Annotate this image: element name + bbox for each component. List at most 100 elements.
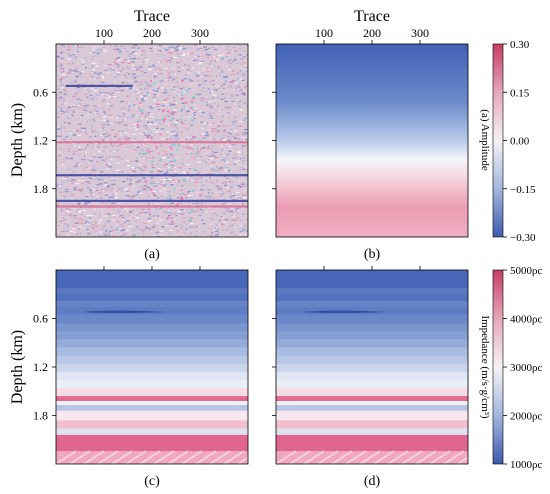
- colorbar-impedance-tick-label: 1000ρc: [510, 459, 542, 471]
- panel-d-layer: [276, 420, 468, 429]
- panel-d-layer: [276, 401, 468, 406]
- panel-c-layer: [56, 355, 248, 365]
- panel-c-heatmap: [56, 270, 248, 464]
- panel-b-xlabel: Trace: [354, 8, 390, 25]
- panel-d-streak: [457, 456, 468, 464]
- colorbar-amplitude-label: (a) Amplitude: [479, 109, 491, 171]
- panel-c-layer: [56, 401, 248, 406]
- panel-c-layer: [56, 300, 248, 308]
- panel-c-ytick-label: 1.8: [33, 409, 48, 423]
- panel-c-streak: [56, 450, 77, 464]
- panel-d-layer: [276, 371, 468, 381]
- panel-a: [55, 43, 249, 238]
- panel-c-streak: [167, 450, 189, 464]
- panel-c-label: (c): [144, 474, 160, 489]
- panel-c-layer: [56, 314, 248, 324]
- panel-d-streak: [303, 450, 325, 464]
- panel-a-xtick-label: 300: [191, 26, 209, 40]
- panel-a-label: (a): [144, 247, 160, 262]
- panel-d-layer: [276, 331, 468, 340]
- panel-d-label: (d): [364, 474, 381, 489]
- colorbar-impedance-label: Impedance (m/s·g/cm³): [479, 315, 491, 419]
- panel-c-layer: [56, 331, 248, 340]
- colorbar-impedance-tick-label: 5000ρc: [510, 265, 542, 277]
- reflector-3: [56, 199, 248, 202]
- colorbar-amplitude-tick-label: 0.15: [510, 87, 530, 99]
- panel-c-streak: [237, 456, 248, 464]
- panel-a-ylabel: Depth (km): [9, 103, 26, 177]
- panel-c-layer: [56, 270, 248, 289]
- colorbar-amplitude-tick-label: −0.30: [510, 232, 536, 244]
- colorbar-impedance-tick-label: 3000ρc: [510, 362, 542, 374]
- panel-d-layer: [276, 405, 468, 412]
- panel-b: [275, 43, 469, 238]
- panel-b-xtick-label: 100: [315, 26, 333, 40]
- panel-c-streak: [195, 450, 217, 464]
- panel-d-layer: [276, 396, 468, 402]
- panel-c-layer: [56, 428, 248, 436]
- panel-d-layer: [276, 410, 468, 421]
- panel-d-streak: [345, 450, 367, 464]
- panel-d-layer: [276, 355, 468, 365]
- colorbar-impedance: Impedance (m/s·g/cm³): [479, 269, 504, 465]
- panel-a-ytick-label: 1.2: [33, 134, 48, 148]
- panel-c-layer: [56, 347, 248, 357]
- panel-c-streak: [97, 450, 119, 464]
- panel-c-layer: [56, 410, 248, 421]
- panel-b-xtick-label: 300: [411, 26, 429, 40]
- colorbar-amplitude-tick-label: 0.30: [510, 39, 530, 51]
- colorbar-impedance-bar: [492, 269, 504, 465]
- panel-c-layer: [56, 287, 248, 295]
- panel-d-layer: [276, 270, 468, 289]
- panel-b-xtick-label: 200: [363, 26, 381, 40]
- panel-c-layer: [56, 363, 248, 373]
- panel-a-noise: [56, 44, 248, 237]
- panel-d-layer: [276, 294, 468, 302]
- panel-d-layer: [276, 379, 468, 389]
- panel-c-layer: [56, 323, 248, 332]
- colorbar-amplitude-bar: [492, 43, 504, 238]
- panel-c-lens: [81, 310, 166, 314]
- panel-c-layer: [56, 379, 248, 389]
- reflector-2: [56, 174, 248, 177]
- panel-d-layer: [276, 300, 468, 308]
- panel-d-layer: [276, 363, 468, 373]
- reflector-4: [56, 141, 248, 144]
- panel-b-heatmap: [276, 44, 468, 237]
- panel-c-layer: [56, 339, 248, 349]
- panel-c-layer: [56, 434, 248, 452]
- panel-d-layer: [276, 388, 468, 397]
- panel-d-streak: [401, 450, 423, 464]
- panel-d-layer: [276, 307, 468, 315]
- panel-d-layer: [276, 428, 468, 436]
- panel-c-ylabel: Depth (km): [9, 330, 26, 404]
- panel-d-streak: [276, 450, 297, 464]
- panel-d-lens: [301, 310, 386, 314]
- colorbar-impedance-tick-label: 4000ρc: [510, 314, 542, 326]
- panel-c-streak: [223, 450, 245, 464]
- panel-d-streak: [373, 450, 395, 464]
- panel-c-streak: [153, 450, 175, 464]
- colorbar-amplitude-tick-label: −0.15: [510, 184, 536, 196]
- panel-d-layer: [276, 339, 468, 349]
- panel-a-ytick-label: 0.6: [33, 85, 48, 99]
- panel-b-label: (b): [364, 247, 381, 262]
- panel-d-layer: [276, 287, 468, 295]
- panel-d-layer: [276, 347, 468, 357]
- panel-c-layer: [56, 420, 248, 429]
- panel-c: [55, 269, 249, 465]
- panel-c-layer: [56, 307, 248, 315]
- colorbar-amplitude: (a) Amplitude: [479, 43, 504, 238]
- panel-c-layer: [56, 371, 248, 381]
- panel-c-layer: [56, 396, 248, 402]
- panel-c-ytick-label: 1.2: [33, 360, 48, 374]
- panel-d-streak: [415, 450, 437, 464]
- panel-d-streak: [359, 450, 381, 464]
- panel-d-streak: [289, 450, 311, 464]
- panel-a-ytick-label: 1.8: [33, 182, 48, 196]
- panel-d-heatmap: [276, 270, 468, 464]
- panel-c-ytick-label: 0.6: [33, 312, 48, 326]
- colorbar-impedance-tick-label: 2000ρc: [510, 411, 542, 423]
- reflector-1: [65, 84, 133, 87]
